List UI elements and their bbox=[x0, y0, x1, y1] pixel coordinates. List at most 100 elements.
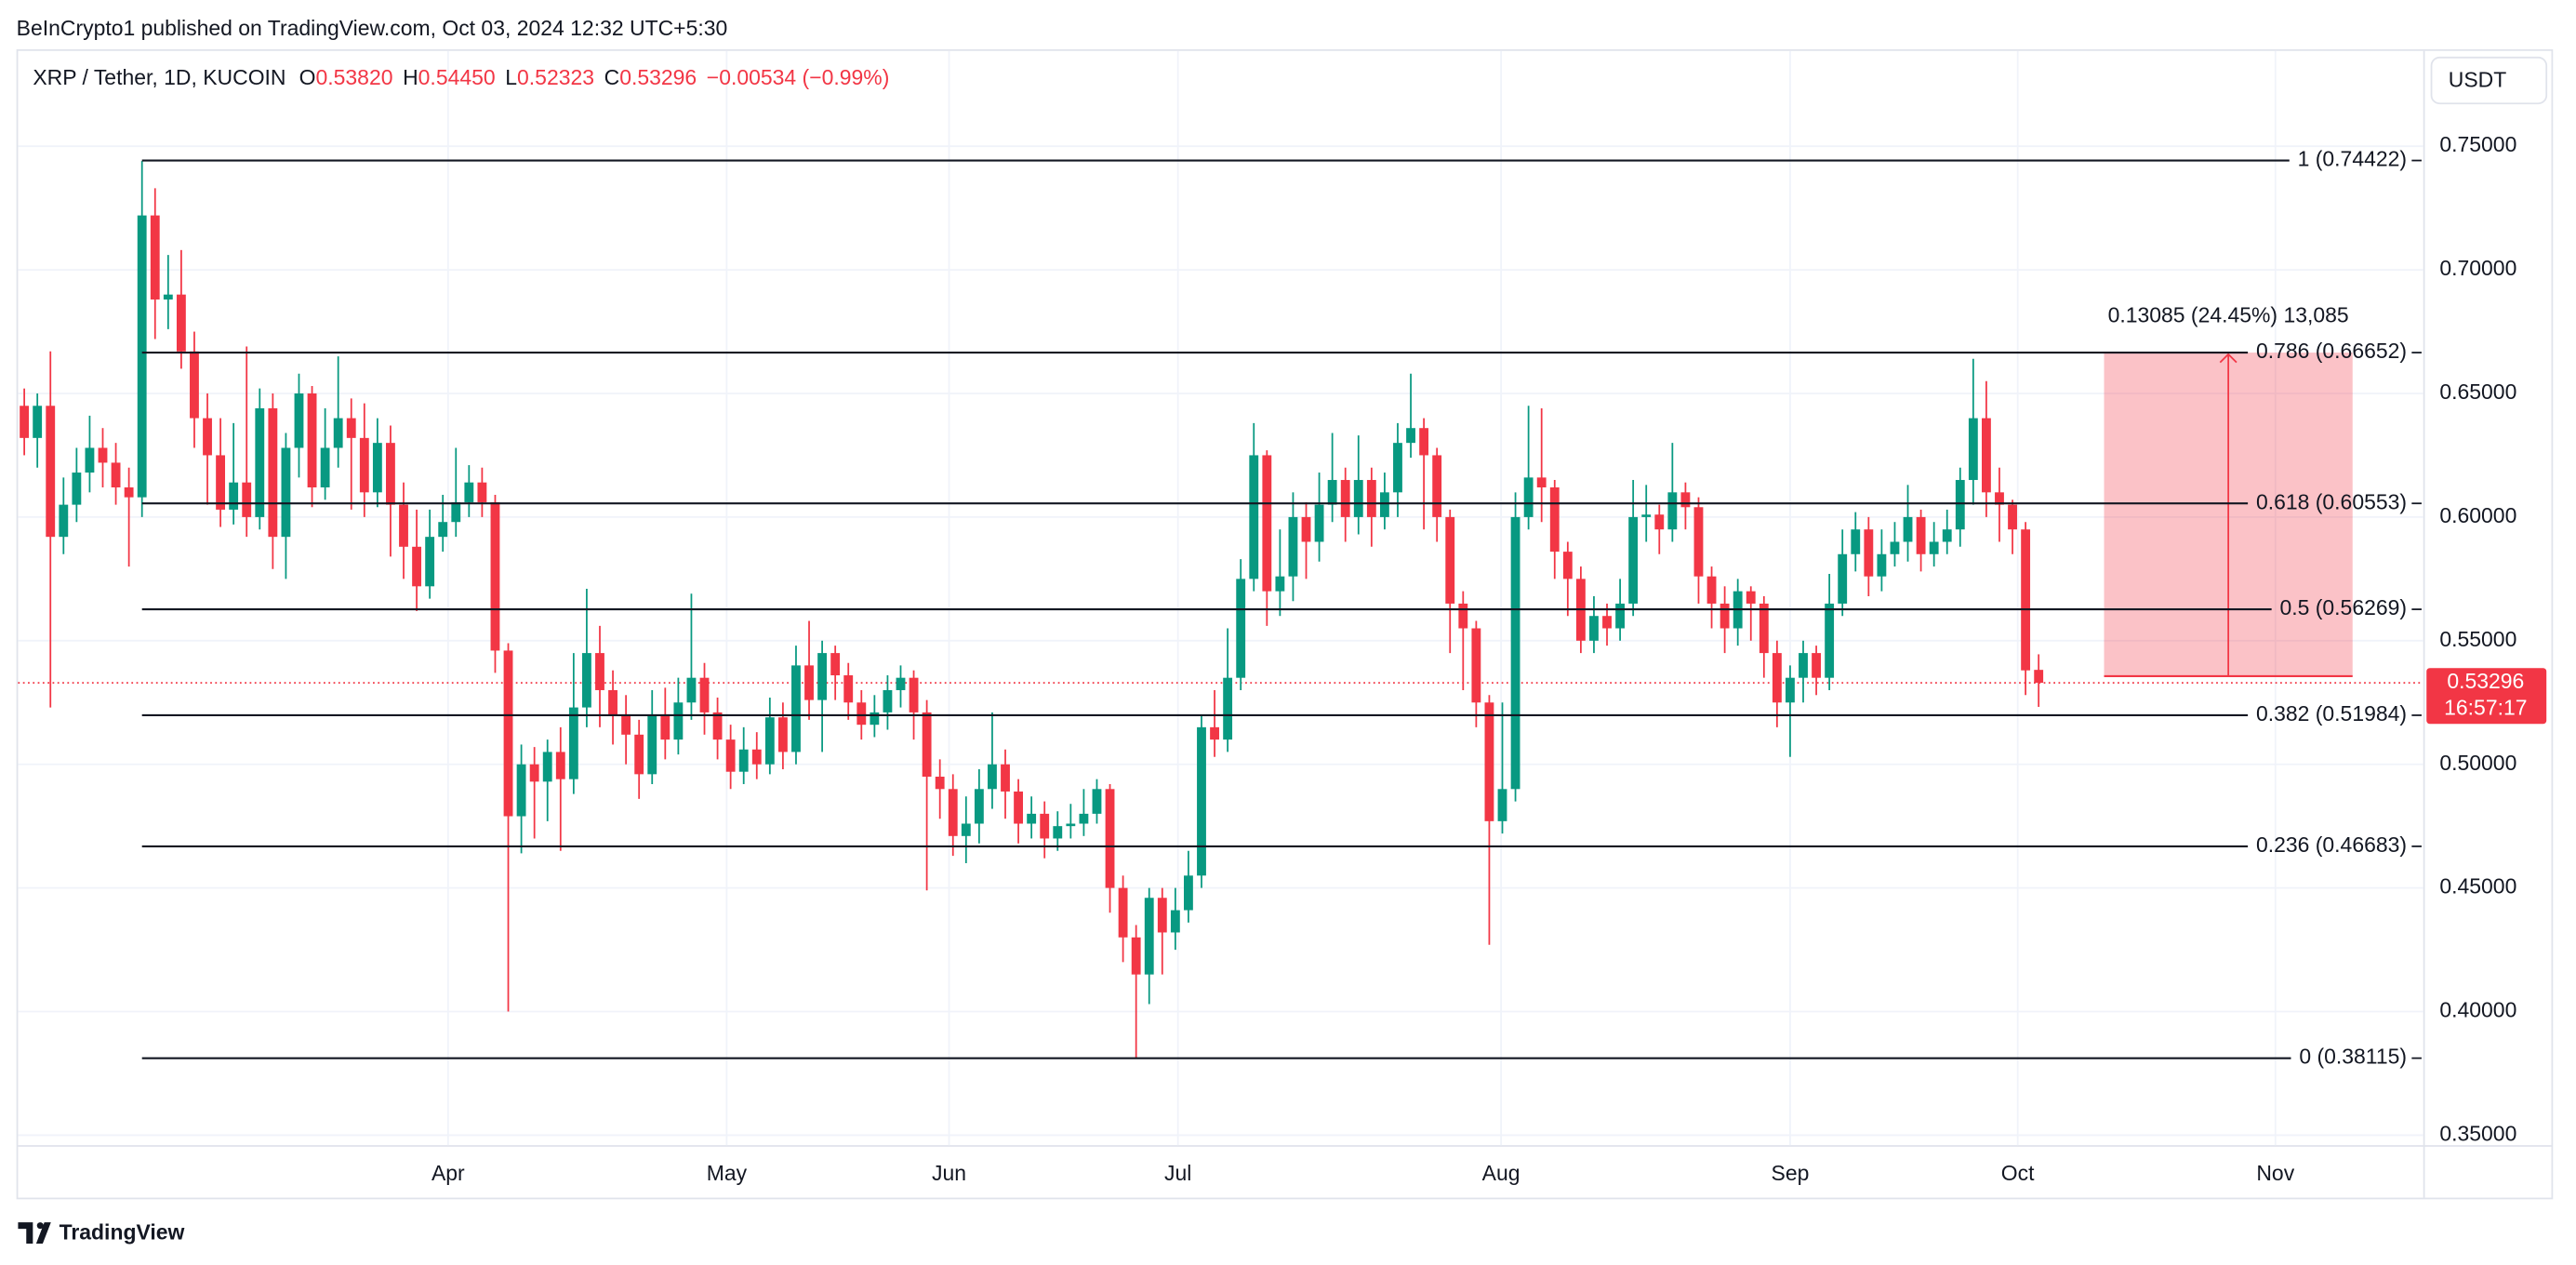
y-tick-label: 0.65000 bbox=[2439, 380, 2516, 404]
candle-body bbox=[1995, 492, 2004, 505]
candle-body bbox=[777, 717, 788, 752]
candle-body bbox=[1877, 553, 1887, 577]
candle-body bbox=[1249, 455, 1259, 579]
candle-body bbox=[974, 789, 984, 824]
candle-body bbox=[176, 294, 186, 352]
candle-body bbox=[1105, 789, 1115, 888]
candle-body bbox=[1549, 487, 1560, 553]
candle-body bbox=[1458, 603, 1468, 629]
logo-dot bbox=[36, 1222, 44, 1230]
candle-body bbox=[1314, 504, 1324, 542]
candle-body bbox=[948, 789, 958, 836]
last-price-tag bbox=[2426, 668, 2547, 725]
y-tick-label: 0.70000 bbox=[2439, 256, 2516, 280]
candle-body bbox=[1157, 898, 1167, 933]
candle-body bbox=[1301, 516, 1311, 542]
candle-body bbox=[1144, 898, 1154, 975]
x-tick-label: Jul bbox=[1164, 1161, 1191, 1185]
candle-body bbox=[190, 351, 199, 419]
candle-body bbox=[673, 702, 684, 740]
fib-label: 0 (0.38115) bbox=[2299, 1045, 2407, 1069]
candle-body bbox=[843, 675, 854, 703]
candle-body bbox=[1942, 529, 1952, 542]
candle-body bbox=[935, 777, 945, 790]
currency-button-label[interactable]: USDT bbox=[2449, 67, 2506, 91]
candle-body bbox=[477, 482, 487, 502]
candle-body bbox=[98, 447, 108, 463]
candle-body bbox=[1812, 653, 1821, 678]
candle-body bbox=[1053, 826, 1063, 839]
y-tick-label: 0.50000 bbox=[2439, 751, 2516, 775]
chart-frame bbox=[16, 48, 2554, 1200]
x-tick-label: May bbox=[707, 1161, 748, 1185]
candle-body bbox=[1079, 813, 1089, 824]
candle-body bbox=[1589, 616, 1599, 641]
candle-body bbox=[1693, 507, 1704, 577]
candle-body bbox=[1027, 813, 1037, 824]
candle-body bbox=[738, 749, 749, 772]
candle-body bbox=[1353, 480, 1363, 517]
candle-body bbox=[2034, 670, 2044, 684]
candle-body bbox=[1680, 492, 1691, 508]
candle-body bbox=[1262, 455, 1272, 592]
fib-label: 1 (0.74422) bbox=[2298, 147, 2407, 171]
candle-body bbox=[216, 455, 226, 510]
candle-body bbox=[1379, 492, 1389, 517]
candle-body bbox=[1393, 443, 1402, 493]
candle-body bbox=[1340, 480, 1350, 517]
symbol: XRP / Tether, 1D, KUCOIN bbox=[33, 65, 285, 89]
candle-body bbox=[909, 677, 919, 712]
legend-value: 0.53296 bbox=[619, 65, 697, 89]
candle-body bbox=[1014, 791, 1024, 824]
candle-body bbox=[1929, 541, 1939, 554]
candle-body bbox=[1615, 603, 1626, 629]
candle-body bbox=[1799, 653, 1808, 678]
currency-button[interactable]: USDT bbox=[2430, 56, 2548, 105]
candle-body bbox=[1838, 553, 1848, 604]
candle-body bbox=[1968, 418, 1978, 481]
candle-body bbox=[242, 482, 252, 517]
candle-body bbox=[830, 653, 841, 676]
candle-body bbox=[764, 717, 775, 765]
candle-body bbox=[294, 393, 304, 448]
candle-body bbox=[1746, 591, 1756, 604]
measure-arrowhead bbox=[2219, 353, 2237, 364]
candle-body bbox=[85, 447, 95, 473]
candle-body bbox=[59, 504, 69, 538]
brand-name: TradingView bbox=[60, 1220, 185, 1245]
candle-body bbox=[124, 487, 134, 498]
candle-body bbox=[72, 473, 82, 505]
last-price-label: 0.53296 bbox=[2447, 669, 2524, 693]
candle-body bbox=[568, 707, 578, 779]
candle-body bbox=[621, 714, 631, 735]
candle-body bbox=[346, 418, 356, 438]
candle-body bbox=[229, 482, 239, 510]
candle-body bbox=[2008, 504, 2017, 530]
candle-body bbox=[464, 482, 474, 502]
fib-label: 0.236 (0.46683) bbox=[2256, 832, 2407, 857]
candle-body bbox=[804, 665, 814, 700]
candle-body bbox=[333, 418, 343, 448]
candle-body bbox=[1001, 764, 1010, 792]
y-tick-label: 0.35000 bbox=[2439, 1121, 2516, 1145]
y-tick-label: 0.75000 bbox=[2439, 132, 2516, 156]
candle-body bbox=[581, 653, 591, 708]
candle-body bbox=[1523, 477, 1534, 517]
candle-body bbox=[111, 462, 121, 488]
candle-body bbox=[20, 406, 30, 438]
candle-body bbox=[634, 734, 644, 775]
branding: TradingView bbox=[18, 1220, 185, 1245]
candle-body bbox=[1497, 789, 1507, 821]
candle-body bbox=[1955, 480, 1965, 530]
countdown-label: 16:57:17 bbox=[2444, 695, 2527, 719]
candle-body bbox=[1759, 603, 1769, 654]
candle-body bbox=[1366, 480, 1376, 517]
currency-button-frame[interactable] bbox=[2430, 56, 2548, 105]
candle-body bbox=[961, 823, 971, 836]
candle-body bbox=[1210, 726, 1219, 740]
legend-key: C bbox=[604, 65, 620, 89]
candle-body bbox=[1484, 702, 1494, 821]
legend-key: L bbox=[505, 65, 517, 89]
candle-body bbox=[686, 677, 697, 703]
candle-body bbox=[1864, 529, 1874, 577]
